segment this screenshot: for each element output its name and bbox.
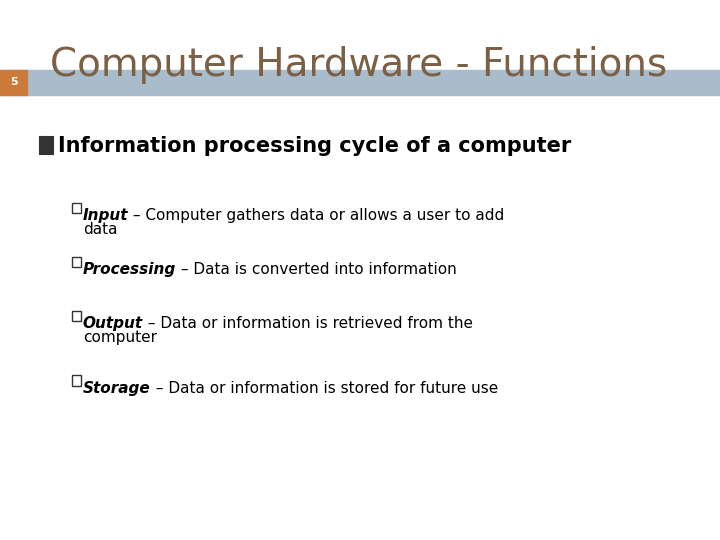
Text: Output: Output [83, 316, 143, 331]
Text: Storage: Storage [83, 381, 150, 396]
Bar [72, 375, 81, 386]
Text: – Data or information is stored for future use: – Data or information is stored for futu… [150, 381, 498, 396]
Text: Processing: Processing [83, 262, 176, 277]
Bar [72, 202, 81, 213]
Text: computer: computer [83, 330, 157, 345]
Text: 5: 5 [10, 77, 17, 87]
Text: data: data [83, 222, 117, 237]
Text: – Data is converted into information: – Data is converted into information [176, 262, 456, 277]
Bar [72, 256, 81, 267]
Bar [72, 310, 81, 321]
Text: Information processing cycle of a computer: Information processing cycle of a comput… [58, 136, 571, 156]
Text: – Computer gathers data or allows a user to add: – Computer gathers data or allows a user… [128, 208, 505, 223]
Text: Input: Input [83, 208, 128, 223]
Text: Computer Hardware - Functions: Computer Hardware - Functions [50, 46, 667, 84]
Bar [0, 70, 720, 94]
Bar [0, 70, 27, 94]
Bar [40, 137, 53, 154]
Text: – Data or information is retrieved from the: – Data or information is retrieved from … [143, 316, 473, 331]
